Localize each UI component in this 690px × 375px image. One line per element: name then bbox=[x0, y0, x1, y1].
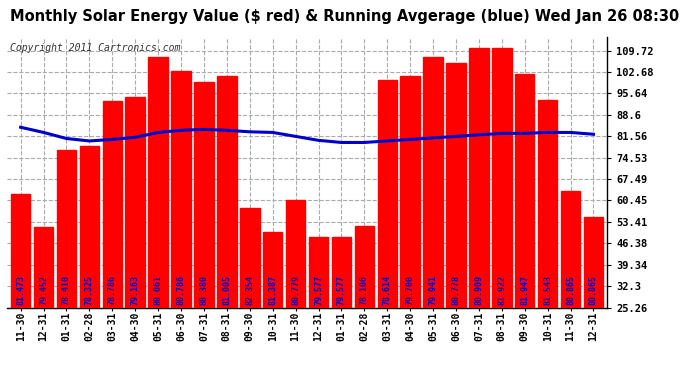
Text: 78.106: 78.106 bbox=[359, 275, 369, 305]
Text: 80.865: 80.865 bbox=[566, 275, 575, 305]
Text: Copyright 2011 Cartronics.com: Copyright 2011 Cartronics.com bbox=[10, 43, 180, 53]
Text: 78.325: 78.325 bbox=[85, 275, 94, 305]
Bar bbox=[263, 232, 282, 308]
Bar bbox=[79, 146, 99, 308]
Bar bbox=[561, 191, 580, 308]
Bar bbox=[538, 100, 558, 308]
Bar bbox=[332, 237, 351, 308]
Text: 79.700: 79.700 bbox=[406, 275, 415, 305]
Bar bbox=[424, 57, 443, 308]
Bar bbox=[492, 48, 511, 308]
Text: 78.410: 78.410 bbox=[62, 275, 71, 305]
Text: 80.778: 80.778 bbox=[451, 275, 460, 305]
Bar bbox=[400, 75, 420, 308]
Bar bbox=[469, 48, 489, 308]
Text: 80.380: 80.380 bbox=[199, 275, 208, 305]
Bar bbox=[286, 200, 306, 308]
Text: 79.452: 79.452 bbox=[39, 275, 48, 305]
Text: 80.061: 80.061 bbox=[154, 275, 163, 305]
Text: 81.387: 81.387 bbox=[268, 275, 277, 305]
Bar bbox=[11, 194, 30, 308]
Text: 79.941: 79.941 bbox=[428, 275, 437, 305]
Bar bbox=[194, 82, 214, 308]
Bar bbox=[584, 217, 603, 308]
Text: Monthly Solar Energy Value ($ red) & Running Avgerage (blue) Wed Jan 26 08:30: Monthly Solar Energy Value ($ red) & Run… bbox=[10, 9, 680, 24]
Text: 80.786: 80.786 bbox=[177, 275, 186, 305]
Bar bbox=[57, 150, 76, 308]
Bar bbox=[171, 71, 190, 308]
Bar bbox=[217, 75, 237, 308]
Text: 80.909: 80.909 bbox=[475, 275, 484, 305]
Bar bbox=[515, 74, 535, 308]
Text: 81.473: 81.473 bbox=[16, 275, 25, 305]
Bar bbox=[103, 101, 122, 308]
Text: 78.786: 78.786 bbox=[108, 275, 117, 305]
Text: 81.005: 81.005 bbox=[222, 275, 231, 305]
Bar bbox=[355, 226, 374, 308]
Bar bbox=[34, 227, 53, 308]
Text: 78.614: 78.614 bbox=[383, 275, 392, 305]
Text: 81.922: 81.922 bbox=[497, 275, 506, 305]
Text: 79.577: 79.577 bbox=[337, 275, 346, 305]
Text: 79.163: 79.163 bbox=[130, 275, 139, 305]
Bar bbox=[148, 57, 168, 308]
Text: 80.865: 80.865 bbox=[589, 275, 598, 305]
Bar bbox=[126, 97, 145, 308]
Text: 81.947: 81.947 bbox=[520, 275, 529, 305]
Text: 81.543: 81.543 bbox=[543, 275, 552, 305]
Bar bbox=[308, 237, 328, 308]
Text: 80.779: 80.779 bbox=[291, 275, 300, 305]
Bar bbox=[377, 80, 397, 308]
Bar bbox=[240, 208, 259, 308]
Text: 79.577: 79.577 bbox=[314, 275, 323, 305]
Bar bbox=[446, 63, 466, 308]
Text: 82.354: 82.354 bbox=[245, 275, 255, 305]
